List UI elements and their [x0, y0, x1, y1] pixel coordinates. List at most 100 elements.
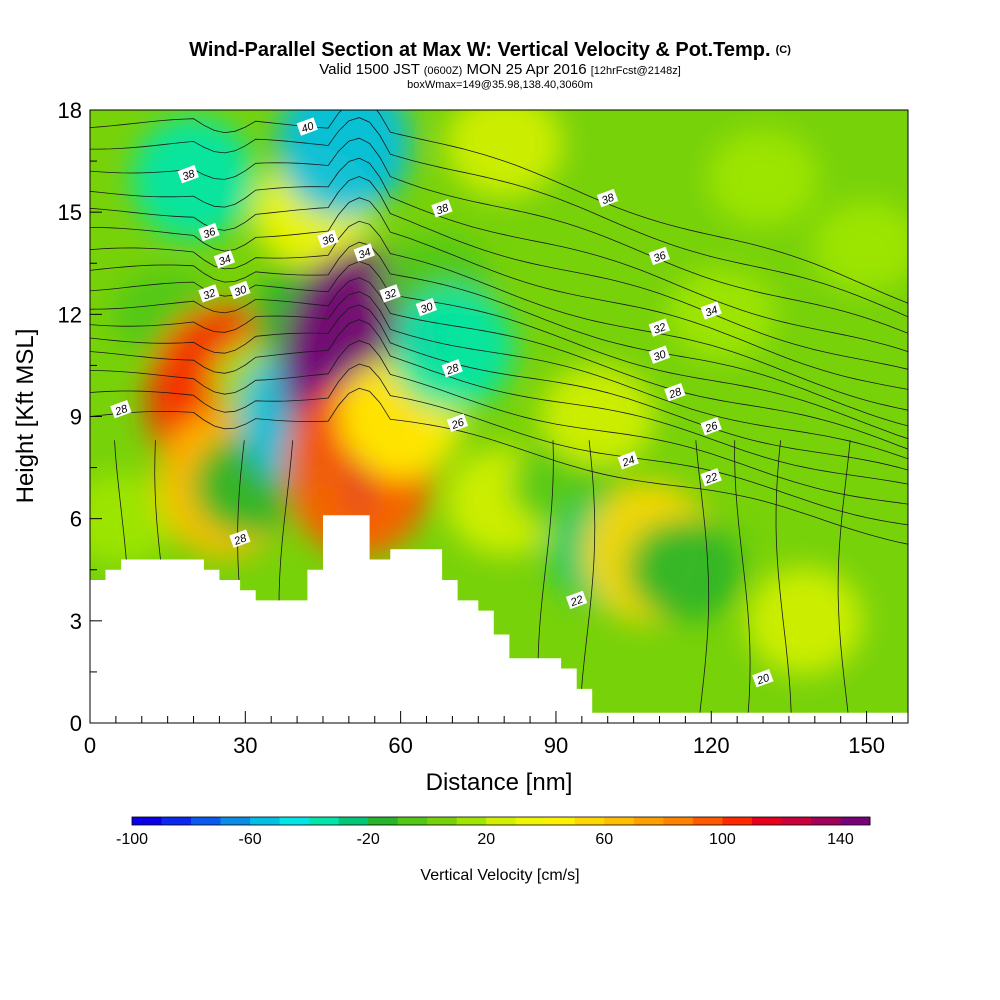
vv-cell — [276, 110, 411, 218]
colorbar-swatch — [220, 817, 251, 825]
vv-cell — [628, 518, 743, 621]
theta-contour-label: 36 — [317, 229, 339, 249]
subtitle-zulu: (0600Z) — [424, 65, 463, 77]
x-tick-label: 30 — [233, 733, 257, 758]
theta-contour-label: 32 — [648, 318, 671, 337]
theta-contour-label: 36 — [648, 246, 671, 266]
svg-text:32: 32 — [202, 287, 218, 302]
vv-cell — [707, 129, 819, 227]
chart-subtitle-box: boxWmax=149@35.98,138.40,3060m — [407, 79, 593, 91]
theta-contour-label: 28 — [229, 529, 251, 548]
svg-text:32: 32 — [652, 321, 668, 336]
colorbar-tick-label: -100 — [116, 831, 148, 848]
theta-contour-line — [90, 340, 908, 505]
colorbar-swatch — [338, 817, 369, 825]
theta-contour-line — [90, 117, 908, 318]
theta-contour-line — [90, 291, 908, 460]
svg-text:22: 22 — [703, 471, 720, 487]
svg-text:38: 38 — [600, 191, 616, 207]
vv-cell — [746, 567, 863, 675]
colorbar-swatch — [250, 817, 280, 825]
svg-text:24: 24 — [620, 454, 637, 470]
theta-contour-label: 30 — [229, 280, 251, 300]
svg-text:28: 28 — [232, 532, 249, 548]
svg-text:28: 28 — [667, 386, 684, 402]
colorbar-swatch — [309, 817, 340, 825]
svg-text:26: 26 — [449, 416, 466, 432]
colorbar-swatch — [633, 817, 664, 825]
colorbar-swatch — [692, 817, 723, 825]
theta-contour-line — [90, 363, 908, 526]
chart-subtitle: Valid 1500 JST (0600Z) MON 25 Apr 2016 [… — [319, 61, 681, 78]
theta-contour-label: 34 — [353, 243, 375, 262]
colorbar-swatch — [604, 817, 635, 825]
colorbar-swatch — [515, 817, 546, 825]
theta-contour-labels: 40 38 38 38 36 36 36 34 34 34 32 32 32 30 30 30 28 28 28 28… — [110, 117, 774, 688]
y-tick-label: 0 — [70, 711, 82, 736]
svg-text:36: 36 — [652, 249, 668, 265]
y-tick-label: 15 — [58, 200, 82, 225]
theta-contour-line — [90, 110, 908, 304]
svg-text:36: 36 — [321, 232, 337, 248]
theta-contour-line — [90, 387, 908, 545]
y-axis: 0 3 6 9 12 15 18 — [58, 98, 102, 736]
theta-contour-line — [90, 260, 908, 440]
title-mark: (C) — [776, 44, 792, 56]
plot-area: 40 38 38 38 36 36 36 34 34 34 32 32 32 30 30 30 28 28 28 28… — [90, 110, 908, 723]
vv-cell — [390, 286, 515, 411]
theta-contour-line — [90, 241, 908, 427]
subtitle-valid: Valid 1500 JST — [319, 61, 424, 78]
theta-contour-line — [90, 197, 908, 390]
y-axis-label: Height [Kft MSL] — [12, 329, 39, 504]
x-tick-label: 90 — [544, 733, 568, 758]
theta-contour-label: 40 — [296, 117, 318, 136]
theta-contour-line — [90, 176, 908, 370]
theta-contour-label: 26 — [700, 417, 722, 436]
x-tick-label: 0 — [84, 733, 96, 758]
theta-contour-label: 38 — [596, 188, 619, 208]
svg-text:28: 28 — [444, 362, 461, 378]
colorbar-tick-label: 20 — [477, 831, 495, 848]
colorbar-swatch — [663, 817, 694, 825]
svg-text:34: 34 — [217, 253, 233, 268]
y-tick-label: 6 — [70, 507, 82, 532]
theta-contour-label: 22 — [700, 468, 722, 487]
colorbar-tick-label: 140 — [827, 831, 854, 848]
theta-contour-label: 34 — [700, 301, 722, 320]
vv-cell — [90, 473, 176, 565]
svg-text:36: 36 — [202, 226, 218, 242]
theta-contour-label: 38 — [177, 165, 199, 184]
colorbar-swatch — [722, 817, 753, 825]
theta-contour-line — [90, 304, 908, 471]
colorbar-frame — [131, 816, 871, 826]
theta-contour-line — [90, 319, 908, 485]
colorbar-swatch — [486, 817, 517, 825]
theta-contour-label: 34 — [213, 250, 236, 269]
subtitle-date: MON 25 Apr 2016 — [462, 61, 590, 78]
vertical-velocity-field — [90, 110, 908, 675]
vv-cell — [540, 365, 655, 468]
svg-text:30: 30 — [652, 348, 668, 364]
svg-text:38: 38 — [435, 202, 451, 218]
colorbar-swatch — [574, 817, 605, 825]
colorbar-swatch — [810, 817, 841, 825]
colorbar-tick-label: -60 — [239, 831, 262, 848]
theta-contour-line — [90, 137, 908, 334]
theta-contour-label: 38 — [431, 199, 453, 218]
svg-text:26: 26 — [703, 420, 720, 436]
colorbar-swatch — [427, 817, 458, 825]
y-tick-label: 12 — [58, 302, 82, 327]
x-tick-label: 150 — [848, 733, 885, 758]
svg-text:32: 32 — [383, 287, 399, 302]
colorbar-swatch — [161, 817, 192, 825]
colorbar-tick-label: 60 — [595, 831, 613, 848]
theta-contour-line — [90, 277, 908, 450]
theta-contour-label: 20 — [752, 669, 774, 688]
y-tick-label: 18 — [58, 98, 82, 123]
theta-contour-line — [90, 157, 908, 352]
svg-text:34: 34 — [357, 246, 373, 261]
terrain — [90, 515, 908, 723]
svg-text:20: 20 — [755, 672, 772, 688]
colorbar-tick-label: -20 — [357, 831, 380, 848]
